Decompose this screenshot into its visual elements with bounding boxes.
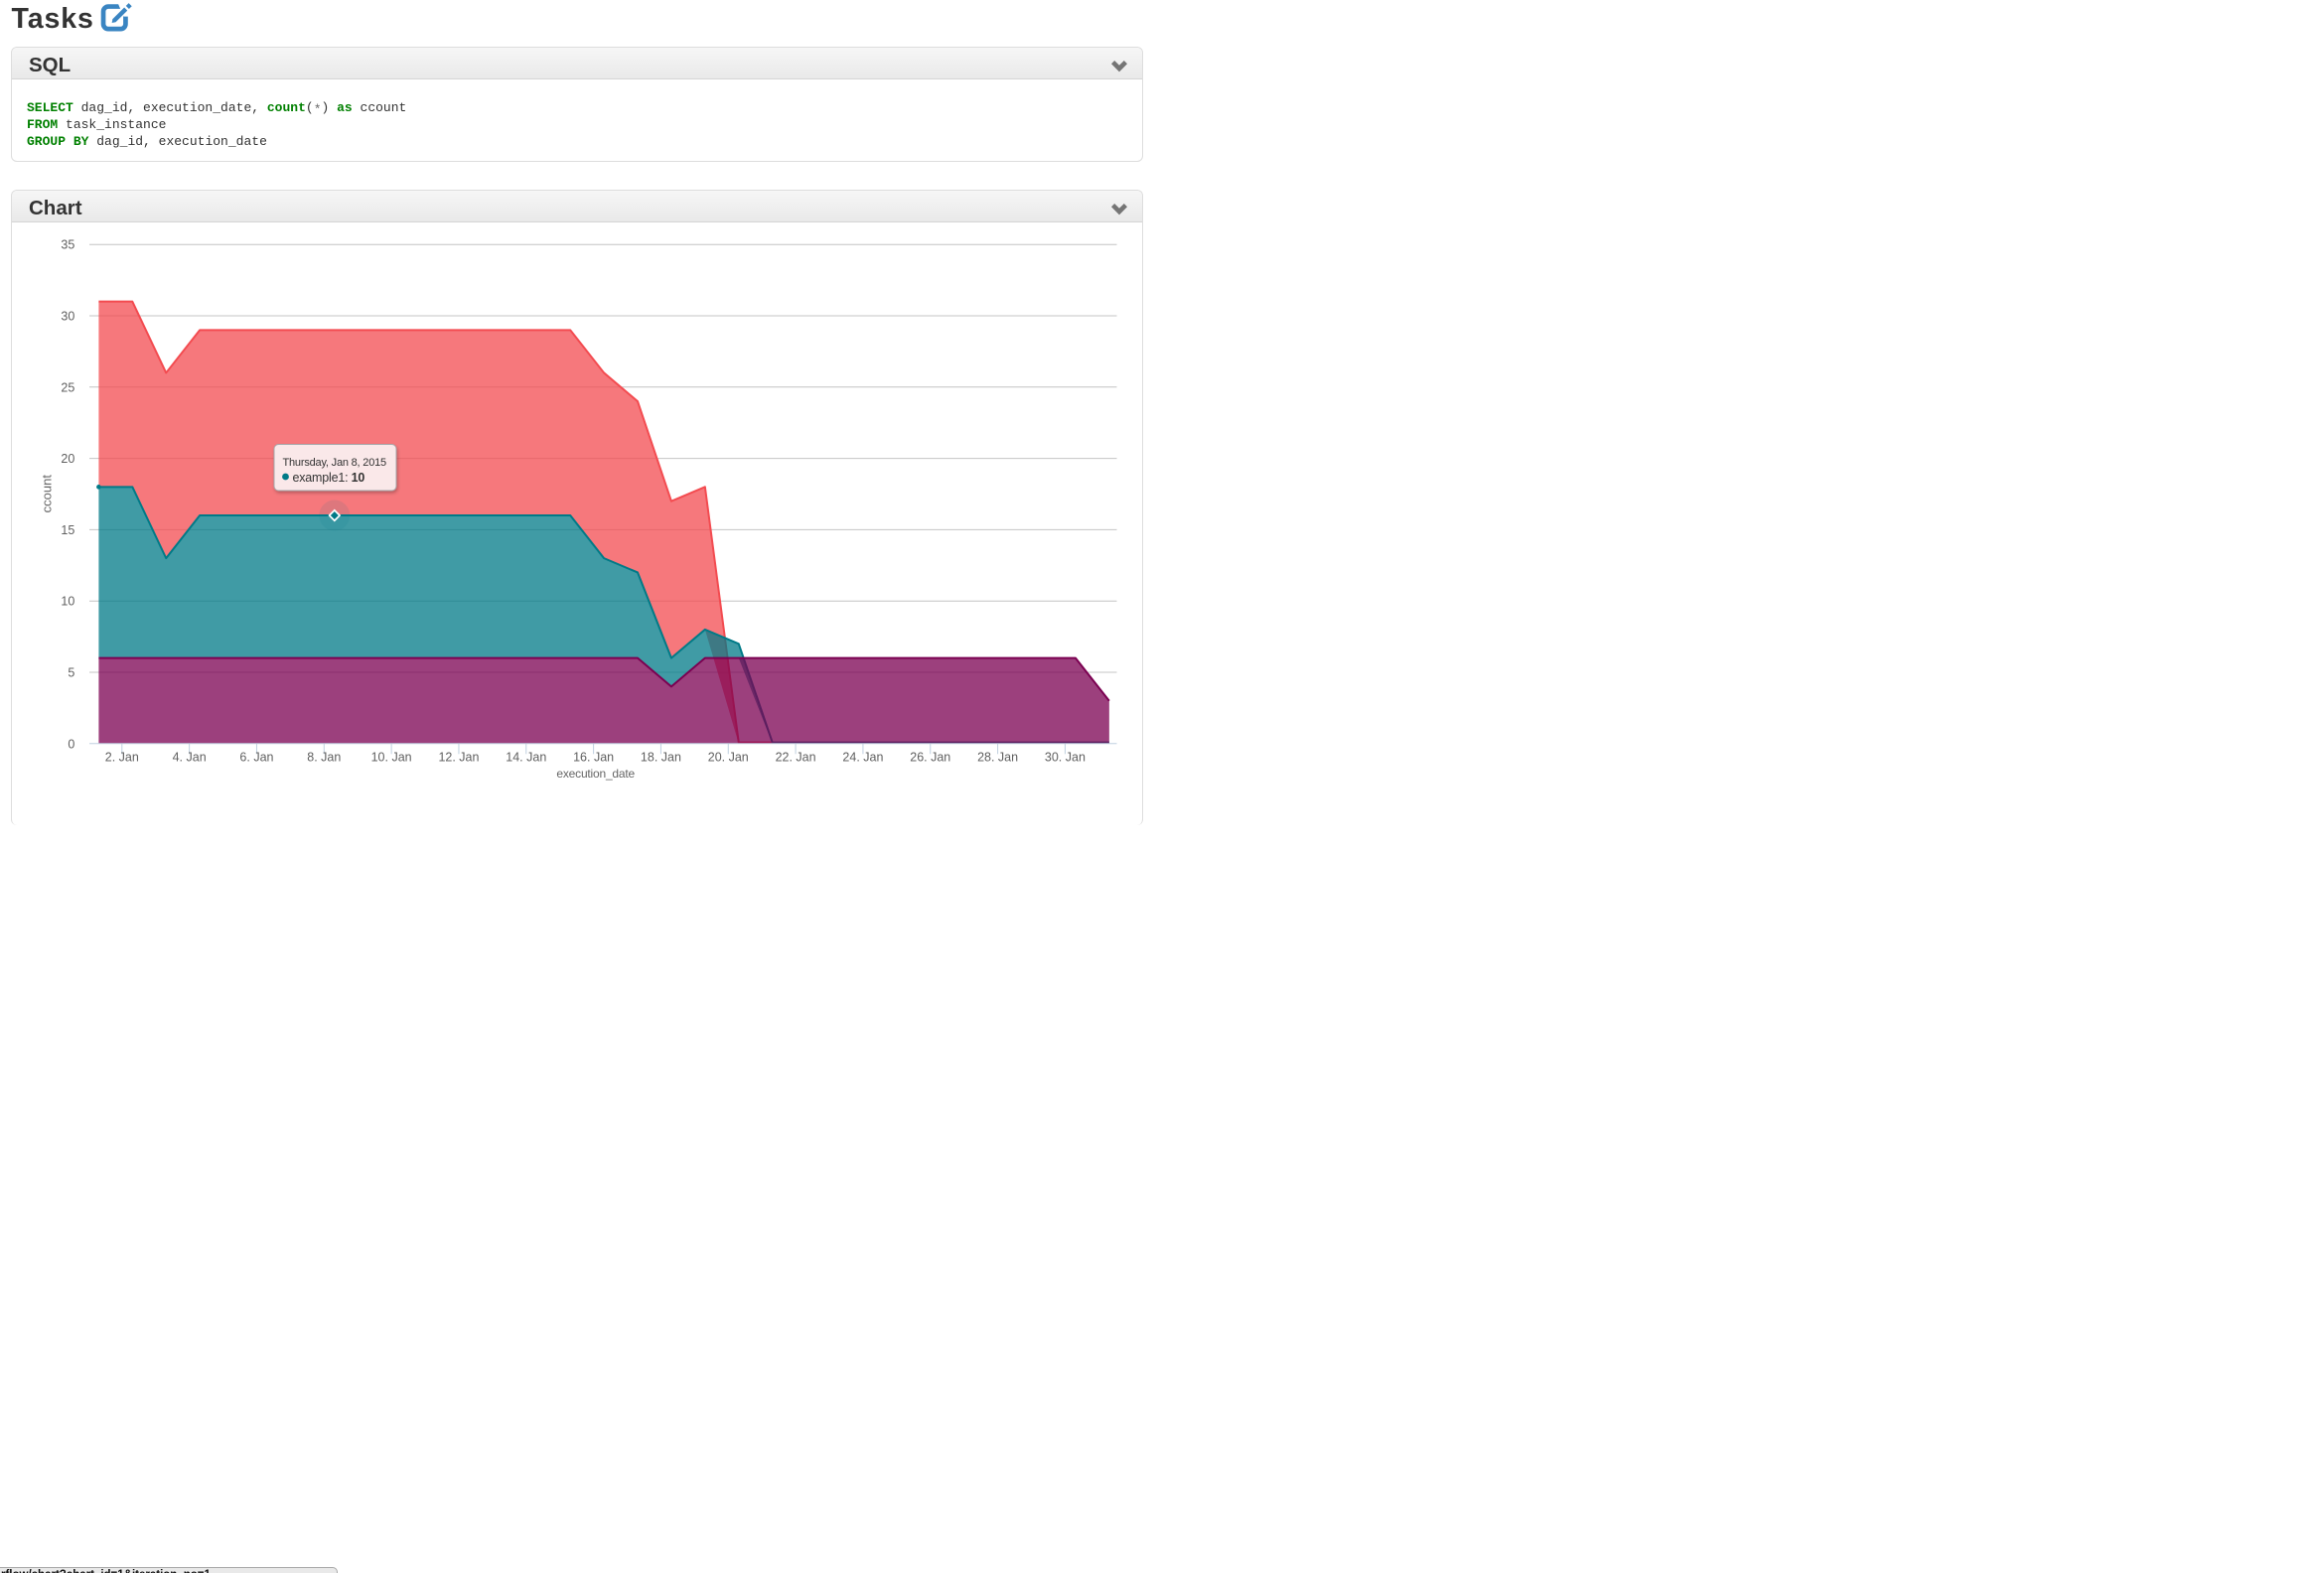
svg-text:12. Jan: 12. Jan [438, 751, 479, 765]
svg-text:35: 35 [61, 238, 74, 252]
svg-text:28. Jan: 28. Jan [977, 751, 1018, 765]
svg-text:4. Jan: 4. Jan [173, 751, 207, 765]
svg-text:22. Jan: 22. Jan [776, 751, 816, 765]
svg-text:14. Jan: 14. Jan [506, 751, 546, 765]
svg-text:30. Jan: 30. Jan [1045, 751, 1086, 765]
svg-text:6. Jan: 6. Jan [239, 751, 273, 765]
svg-text:0: 0 [68, 737, 74, 751]
svg-text:10. Jan: 10. Jan [371, 751, 412, 765]
svg-text:20: 20 [61, 452, 74, 466]
svg-text:30: 30 [61, 310, 74, 324]
svg-text:example1: 10: example1: 10 [293, 471, 365, 485]
svg-text:16. Jan: 16. Jan [573, 751, 614, 765]
svg-text:execution_date: execution_date [556, 767, 635, 781]
svg-text:2. Jan: 2. Jan [105, 751, 139, 765]
svg-text:10: 10 [61, 595, 74, 609]
svg-text:24. Jan: 24. Jan [842, 751, 883, 765]
svg-text:Thursday, Jan 8, 2015: Thursday, Jan 8, 2015 [283, 457, 387, 469]
svg-text:ccount: ccount [40, 475, 55, 513]
svg-text:25: 25 [61, 380, 74, 394]
svg-text:5: 5 [68, 666, 74, 680]
svg-text:20. Jan: 20. Jan [708, 751, 749, 765]
svg-text:8. Jan: 8. Jan [307, 751, 341, 765]
svg-text:26. Jan: 26. Jan [910, 751, 950, 765]
svg-text:18. Jan: 18. Jan [641, 751, 681, 765]
svg-text:15: 15 [61, 523, 74, 537]
